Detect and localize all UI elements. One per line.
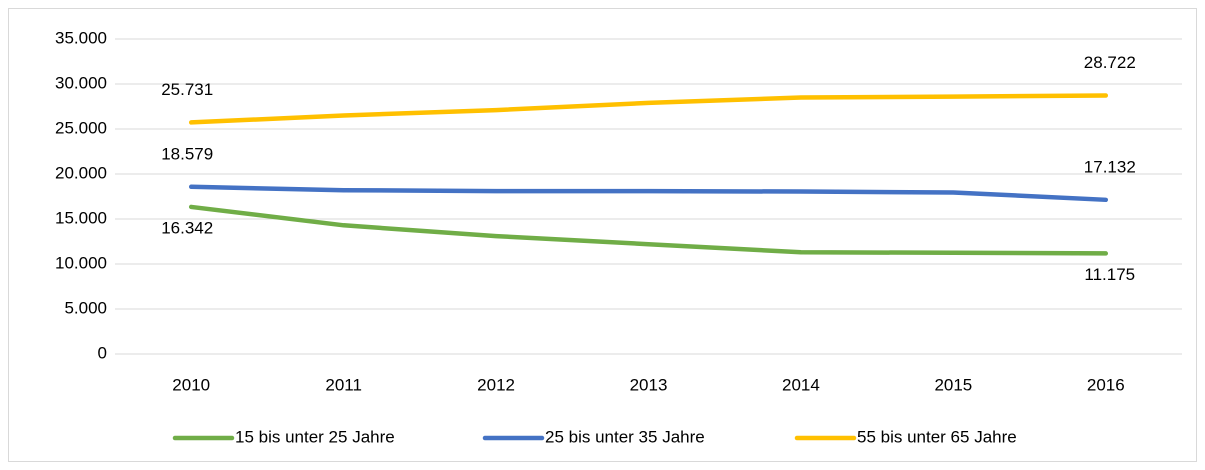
y-tick-label: 0	[98, 343, 107, 362]
x-tick-label: 2012	[477, 375, 515, 394]
line-series	[188, 93, 1109, 125]
line-series	[188, 184, 1109, 203]
x-tick-label: 2013	[630, 375, 668, 394]
x-tick-label: 2015	[934, 375, 972, 394]
data-label: 17.132	[1084, 157, 1136, 176]
data-label: 25.731	[161, 80, 213, 99]
line-series	[188, 204, 1109, 256]
x-tick-label: 2014	[782, 375, 820, 394]
x-tick-label: 2016	[1087, 375, 1125, 394]
legend-label: 15 bis unter 25 Jahre	[235, 427, 395, 446]
y-tick-label: 25.000	[55, 118, 107, 137]
y-tick-label: 20.000	[55, 163, 107, 182]
x-tick-label: 2010	[172, 375, 210, 394]
y-tick-label: 35.000	[55, 28, 107, 47]
y-tick-label: 5.000	[64, 298, 107, 317]
data-label: 18.579	[161, 144, 213, 163]
legend-label: 55 bis unter 65 Jahre	[857, 427, 1017, 446]
y-tick-label: 30.000	[55, 73, 107, 92]
y-tick-label: 10.000	[55, 253, 107, 272]
data-label: 16.342	[161, 218, 213, 237]
legend-label: 25 bis unter 35 Jahre	[545, 427, 705, 446]
data-label: 11.175	[1084, 265, 1135, 284]
y-tick-label: 15.000	[55, 208, 107, 227]
data-label: 28.722	[1084, 53, 1136, 72]
x-tick-label: 2011	[325, 375, 362, 394]
